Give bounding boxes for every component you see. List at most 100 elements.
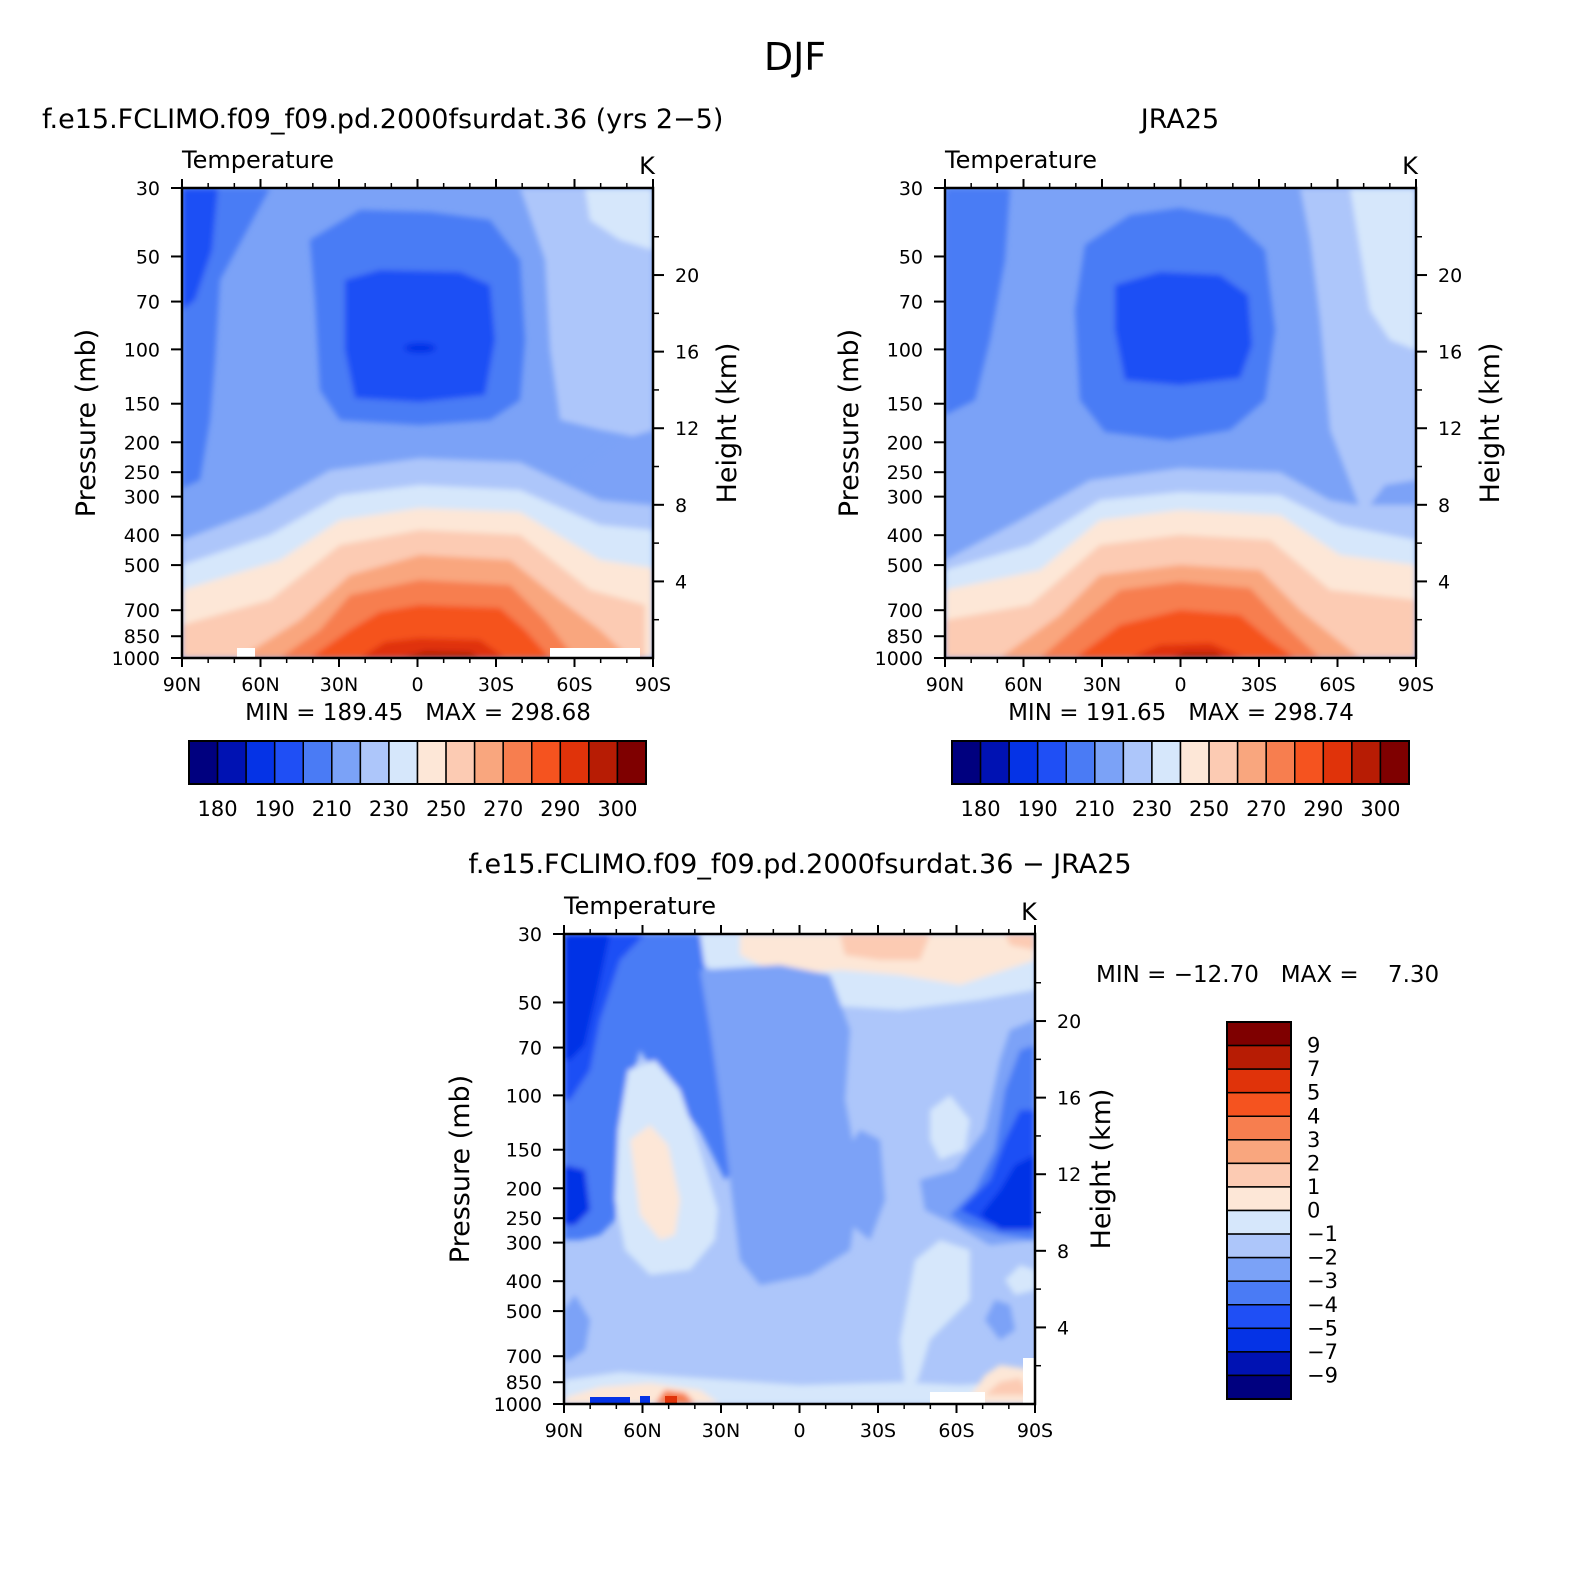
contour-band: [310, 605, 550, 658]
contour-band: [590, 1397, 630, 1404]
colorbar-label: −2: [1307, 1246, 1338, 1270]
contour-band: [1350, 188, 1416, 350]
y-tick-label: 50: [136, 246, 160, 268]
x-tick-label: 30N: [1083, 674, 1121, 696]
y-tick-label: 400: [124, 525, 160, 547]
colorbar-swatch: [1236, 740, 1267, 785]
y2-tick-label: 20: [675, 265, 699, 287]
x-tick-label: 90S: [1017, 1420, 1053, 1442]
y2-tick-label: 16: [1057, 1088, 1081, 1110]
y-tick-label: 30: [136, 178, 160, 200]
contour-band: [564, 1165, 590, 1225]
y-tick-label: 700: [506, 1346, 542, 1368]
colorbar-label: 300: [1360, 797, 1400, 821]
y-tick-label: 50: [518, 992, 542, 1014]
colorbar-label: 250: [1189, 797, 1229, 821]
missing-data: [550, 648, 640, 658]
contour-band: [980, 1155, 1035, 1230]
y-tick-label: 850: [887, 626, 923, 648]
colorbar-label: 1: [1307, 1175, 1320, 1199]
min-max-text: MIN = −12.70 MAX = 7.30: [1096, 962, 1439, 988]
contour-band: [182, 188, 218, 310]
variable-title: Temperature: [181, 146, 334, 174]
colorbar-label: −7: [1307, 1340, 1338, 1364]
y-tick-label: 400: [506, 1271, 542, 1293]
contour-band: [1005, 1265, 1035, 1295]
missing-data: [1023, 1358, 1035, 1404]
x-tick-label: 30S: [1241, 674, 1277, 696]
colorbar-swatch: [979, 740, 1010, 785]
colorbar-swatch: [951, 740, 982, 785]
colorbar: 180 190 210 230 250 270 290 300: [188, 740, 647, 821]
colorbar-swatch: [1036, 740, 1067, 785]
y2-tick-label: 16: [675, 342, 699, 364]
y-tick-label: 300: [506, 1233, 542, 1255]
colorbar-swatch: [1226, 1068, 1292, 1094]
colorbar-frame: [1226, 1021, 1292, 1400]
x-tick-label: 30S: [860, 1420, 896, 1442]
colorbar-label: 190: [255, 797, 295, 821]
y-tick-label: 200: [124, 432, 160, 454]
colorbar-swatch: [1094, 740, 1125, 785]
colorbar-label: 270: [483, 797, 523, 821]
colorbar-swatch: [1226, 1233, 1292, 1259]
contour-band: [900, 1240, 970, 1390]
colorbar-label: 3: [1307, 1128, 1320, 1152]
y-tick-label: 300: [124, 487, 160, 509]
colorbar-label: 180: [961, 797, 1001, 821]
colorbar-frame: [951, 740, 1410, 785]
y2-axis-label: Height (km): [1475, 343, 1506, 504]
contour-band: [840, 934, 930, 960]
colorbar-swatch: [331, 740, 362, 785]
y-tick-label: 100: [124, 339, 160, 361]
contour-band: [700, 965, 860, 1285]
y-tick-label: 70: [136, 292, 160, 314]
colorbar-label: −1: [1307, 1222, 1338, 1246]
y2-axis-label: Height (km): [712, 343, 743, 504]
y-tick-label: 150: [887, 394, 923, 416]
axes: 90N 60N 30N 0 30S 60S 90S 30 50 70 100 150 200 250 300…: [494, 924, 1082, 1442]
panel-title: JRA25: [1139, 104, 1219, 135]
colorbar-swatch: [416, 740, 447, 785]
colorbar-label: 7: [1307, 1057, 1320, 1081]
y-tick-label: 250: [506, 1208, 542, 1230]
colorbar-swatch: [1226, 1209, 1292, 1235]
contour-band: [345, 270, 495, 402]
contour-band: [404, 343, 436, 353]
min-max-text: MIN = 191.65 MAX = 298.74: [1008, 700, 1354, 726]
colorbar-label: −9: [1307, 1363, 1338, 1387]
colorbar-swatch: [616, 740, 647, 785]
colorbar-label: 250: [426, 797, 466, 821]
contour-band: [665, 1396, 677, 1404]
colorbar-swatch: [1151, 740, 1182, 785]
y-tick-label: 700: [887, 600, 923, 622]
x-tick-label: 30N: [320, 674, 358, 696]
colorbar-swatch: [502, 740, 533, 785]
contour-band: [840, 1130, 885, 1240]
contour-band: [575, 430, 653, 500]
colorbar-label: −5: [1307, 1316, 1338, 1340]
contour-band: [564, 1295, 590, 1360]
colorbar-swatch: [273, 740, 304, 785]
y-tick-label: 100: [887, 339, 923, 361]
units-label: K: [639, 152, 656, 180]
y-tick-label: 500: [887, 555, 923, 577]
contour-band: [985, 1300, 1015, 1340]
x-tick-label: 30N: [702, 1420, 740, 1442]
y2-tick-label: 8: [1057, 1241, 1069, 1263]
colorbar-label: −3: [1307, 1269, 1338, 1293]
colorbar-swatch: [216, 740, 247, 785]
y-tick-label: 200: [506, 1178, 542, 1200]
colorbar-label: 290: [1303, 797, 1343, 821]
colorbar-label: 2: [1307, 1151, 1320, 1175]
colorbar-swatch: [559, 740, 590, 785]
y-tick-label: 1000: [875, 648, 923, 670]
y-tick-label: 70: [518, 1038, 542, 1060]
y-tick-label: 850: [124, 626, 160, 648]
contour-band: [1370, 480, 1416, 505]
x-tick-label: 90N: [163, 674, 201, 696]
missing-data: [930, 1392, 985, 1404]
colorbar-swatch: [1226, 1021, 1292, 1047]
colorbar-label: 0: [1307, 1199, 1320, 1223]
